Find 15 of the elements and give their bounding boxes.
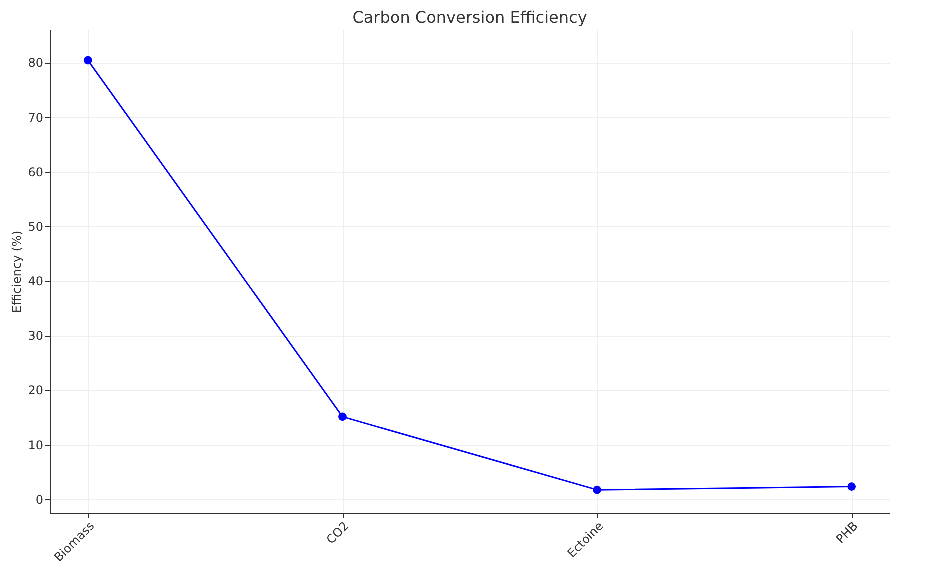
point	[84, 56, 92, 65]
y-tick-label: 30	[28, 329, 44, 344]
y-tick-label: 40	[28, 274, 44, 289]
y-tick-label: 80	[28, 56, 44, 70]
y-tick-label: 70	[28, 110, 44, 125]
point	[338, 412, 347, 422]
y-tick-label: 10	[28, 438, 44, 452]
point	[848, 482, 856, 491]
y-tick-label: 60	[28, 165, 44, 180]
y-axis-title: Efficiency (%)	[10, 230, 24, 314]
y-tick-label: 0	[36, 492, 44, 507]
chart-title: Carbon Conversion Efficiency	[352, 8, 588, 27]
point	[593, 486, 602, 494]
y-tick-label: 50	[28, 220, 44, 234]
y-tick-label: 20	[28, 384, 44, 398]
